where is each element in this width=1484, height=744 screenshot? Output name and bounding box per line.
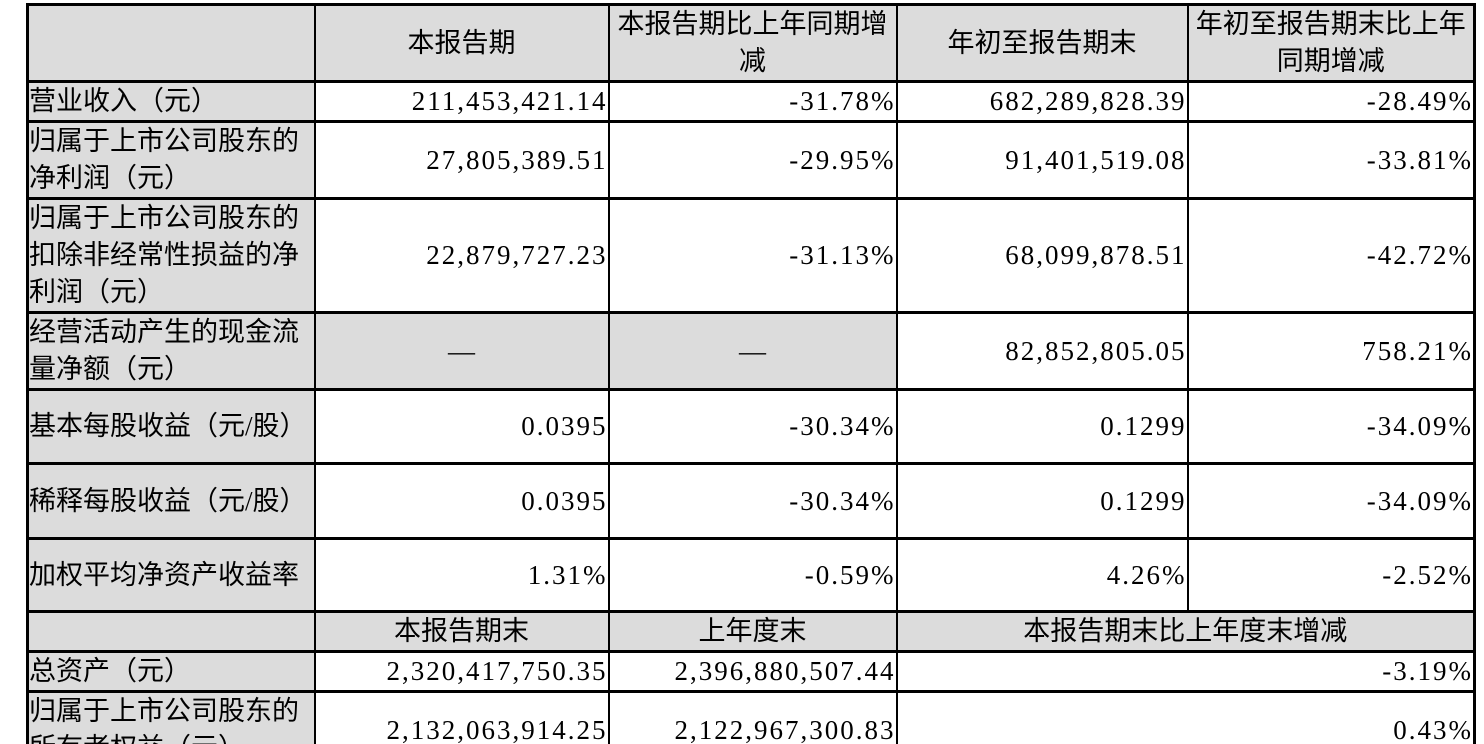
corner-blank-cell xyxy=(26,610,316,653)
corner-blank-cell xyxy=(26,3,316,83)
table-header-row-1: 本报告期 本报告期比上年同期增减 年初至报告期末 年初至报告期末比上年同期增减 xyxy=(26,3,1476,83)
value-cell: -34.09% xyxy=(1186,462,1476,540)
value-cell: 0.1299 xyxy=(895,388,1189,465)
value-cell: 2,122,967,300.83 xyxy=(607,690,898,744)
value-cell: 2,396,880,507.44 xyxy=(607,650,898,693)
value-cell: -29.95% xyxy=(607,120,898,200)
metric-label: 归属于上市公司股东的扣除非经常性损益的净利润（元） xyxy=(26,197,316,314)
value-cell: 2,132,063,914.25 xyxy=(313,690,610,744)
value-cell: 91,401,519.08 xyxy=(895,120,1189,200)
value-cell: 0.0395 xyxy=(313,388,610,465)
value-cell: 0.1299 xyxy=(895,462,1189,540)
value-cell: -33.81% xyxy=(1186,120,1476,200)
table-row-operating-cash-flow: 经营活动产生的现金流量净额（元） — — 82,852,805.05 758.2… xyxy=(26,311,1476,391)
dash-cell: — xyxy=(607,311,898,391)
value-cell: -3.19% xyxy=(895,650,1476,693)
col-header-ytd-yoy: 年初至报告期末比上年同期增减 xyxy=(1186,3,1476,83)
table-row-total-assets: 总资产（元） 2,320,417,750.35 2,396,880,507.44… xyxy=(26,650,1476,693)
col-header-ytd: 年初至报告期末 xyxy=(895,3,1189,83)
value-cell: 22,879,727.23 xyxy=(313,197,610,314)
value-cell: 211,453,421.14 xyxy=(313,80,610,123)
metric-label: 加权平均净资产收益率 xyxy=(26,537,316,613)
col-header-period-end-change: 本报告期末比上年度末增减 xyxy=(895,610,1476,653)
col-header-prev-year-end: 上年度末 xyxy=(607,610,898,653)
metric-label: 归属于上市公司股东的所有者权益（元） xyxy=(26,690,316,744)
key-financials-table: 本报告期 本报告期比上年同期增减 年初至报告期末 年初至报告期末比上年同期增减 … xyxy=(26,3,1476,744)
col-header-current-period: 本报告期 xyxy=(313,3,610,83)
metric-label: 基本每股收益（元/股） xyxy=(26,388,316,465)
table-row-diluted-eps: 稀释每股收益（元/股） 0.0395 -30.34% 0.1299 -34.09… xyxy=(26,462,1476,540)
table-row-net-profit: 归属于上市公司股东的净利润（元） 27,805,389.51 -29.95% 9… xyxy=(26,120,1476,200)
value-cell: 0.0395 xyxy=(313,462,610,540)
value-cell: -30.34% xyxy=(607,388,898,465)
value-cell: -2.52% xyxy=(1186,537,1476,613)
dash-cell: — xyxy=(313,311,610,391)
value-cell: 758.21% xyxy=(1186,311,1476,391)
value-cell: -42.72% xyxy=(1186,197,1476,314)
value-cell: -34.09% xyxy=(1186,388,1476,465)
value-cell: 0.43% xyxy=(895,690,1476,744)
value-cell: 27,805,389.51 xyxy=(313,120,610,200)
value-cell: 2,320,417,750.35 xyxy=(313,650,610,693)
value-cell: -31.78% xyxy=(607,80,898,123)
metric-label: 经营活动产生的现金流量净额（元） xyxy=(26,311,316,391)
table-row-equity-attributable: 归属于上市公司股东的所有者权益（元） 2,132,063,914.25 2,12… xyxy=(26,690,1476,744)
value-cell: -31.13% xyxy=(607,197,898,314)
metric-label: 稀释每股收益（元/股） xyxy=(26,462,316,540)
value-cell: 1.31% xyxy=(313,537,610,613)
metric-label: 归属于上市公司股东的净利润（元） xyxy=(26,120,316,200)
value-cell: 82,852,805.05 xyxy=(895,311,1189,391)
table-header-row-2: 本报告期末 上年度末 本报告期末比上年度末增减 xyxy=(26,610,1476,653)
col-header-current-period-yoy: 本报告期比上年同期增减 xyxy=(607,3,898,83)
col-header-period-end: 本报告期末 xyxy=(313,610,610,653)
value-cell: 682,289,828.39 xyxy=(895,80,1189,123)
metric-label: 总资产（元） xyxy=(26,650,316,693)
key-financials-table-wrap: 本报告期 本报告期比上年同期增减 年初至报告期末 年初至报告期末比上年同期增减 … xyxy=(26,3,1476,744)
table-row-basic-eps: 基本每股收益（元/股） 0.0395 -30.34% 0.1299 -34.09… xyxy=(26,388,1476,465)
value-cell: -28.49% xyxy=(1186,80,1476,123)
value-cell: -0.59% xyxy=(607,537,898,613)
table-row-operating-revenue: 营业收入（元） 211,453,421.14 -31.78% 682,289,8… xyxy=(26,80,1476,123)
table-row-weighted-avg-roe: 加权平均净资产收益率 1.31% -0.59% 4.26% -2.52% xyxy=(26,537,1476,613)
value-cell: -30.34% xyxy=(607,462,898,540)
value-cell: 68,099,878.51 xyxy=(895,197,1189,314)
table-row-net-profit-excl-nonrecurring: 归属于上市公司股东的扣除非经常性损益的净利润（元） 22,879,727.23 … xyxy=(26,197,1476,314)
metric-label: 营业收入（元） xyxy=(26,80,316,123)
value-cell: 4.26% xyxy=(895,537,1189,613)
